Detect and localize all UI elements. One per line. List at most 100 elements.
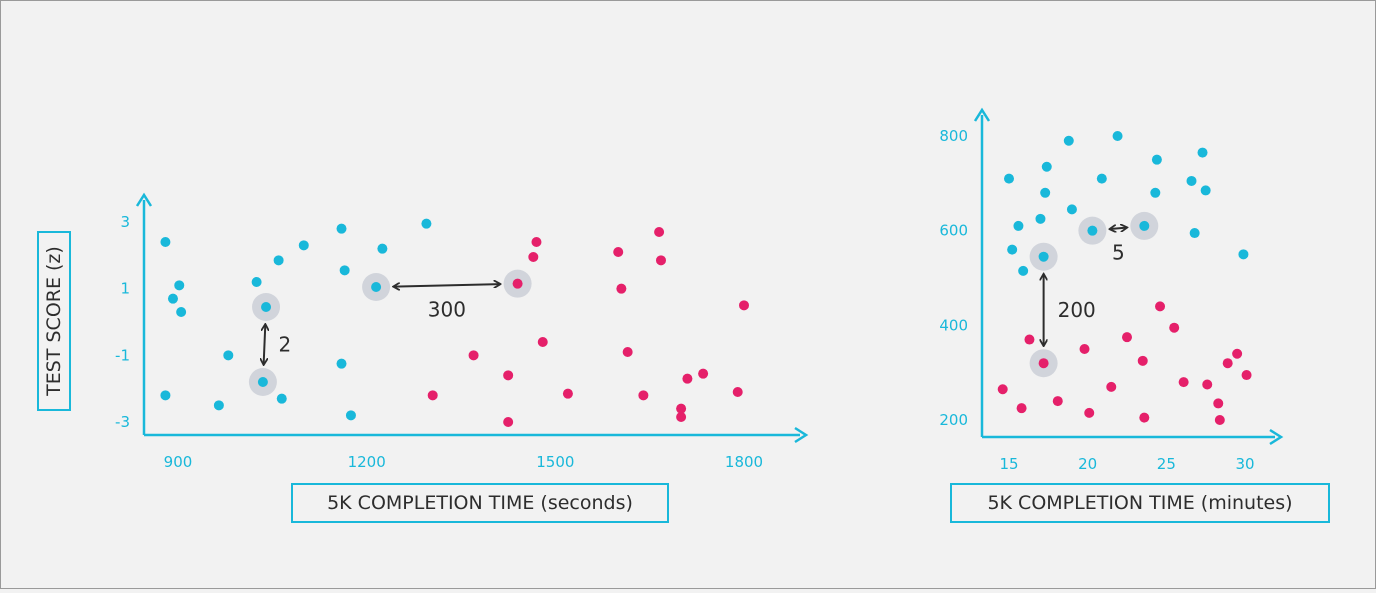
x-tick-label-left: 1200 bbox=[348, 453, 386, 471]
blue-point-right bbox=[1038, 251, 1049, 262]
blue-point-right bbox=[1139, 220, 1150, 231]
x-tick-label-left: 1500 bbox=[536, 453, 574, 471]
annotation-arrow-right bbox=[1110, 228, 1126, 229]
red-point-left bbox=[537, 337, 548, 347]
blue-point-left bbox=[160, 390, 171, 401]
annotation-arrow-left bbox=[394, 284, 500, 286]
blue-point-right bbox=[1087, 225, 1098, 236]
red-point-left bbox=[503, 370, 514, 381]
red-point-right bbox=[1139, 412, 1150, 423]
red-point-right bbox=[1084, 407, 1095, 418]
red-point-left bbox=[562, 388, 573, 399]
blue-point-right bbox=[1007, 244, 1018, 255]
blue-point-right bbox=[1150, 187, 1161, 198]
red-point-left bbox=[654, 227, 665, 237]
red-point-left bbox=[427, 390, 438, 401]
red-point-right bbox=[1106, 381, 1117, 392]
x-axis-label-right: 5K COMPLETION TIME (minutes) bbox=[987, 492, 1292, 514]
blue-point-right bbox=[1041, 161, 1052, 172]
blue-point-left bbox=[377, 243, 388, 254]
red-point-left bbox=[732, 387, 743, 397]
blue-point-left bbox=[223, 350, 234, 361]
x-tick-label-right: 25 bbox=[1157, 455, 1176, 473]
red-point-right bbox=[1222, 358, 1233, 369]
red-point-left bbox=[622, 347, 633, 357]
red-point-left bbox=[698, 368, 709, 379]
blue-point-right bbox=[1151, 154, 1162, 165]
blue-point-left bbox=[298, 240, 309, 251]
x-label-box-right bbox=[950, 483, 1330, 523]
blue-point-left bbox=[251, 277, 262, 287]
blue-point-left bbox=[421, 218, 432, 229]
blue-point-left bbox=[176, 307, 187, 317]
blue-point-left bbox=[257, 377, 268, 387]
blue-point-left bbox=[336, 358, 347, 369]
blue-point-right bbox=[1200, 185, 1211, 196]
annotations-left: 2 300 bbox=[264, 284, 500, 364]
blue-point-right bbox=[1238, 249, 1249, 260]
red-point-right bbox=[1214, 415, 1225, 425]
red-point-right bbox=[1178, 377, 1189, 388]
red-point-left bbox=[739, 300, 749, 311]
y-axis-arrow-right bbox=[973, 107, 991, 122]
x-tick-label-right: 15 bbox=[999, 455, 1018, 473]
red-point-left bbox=[676, 403, 687, 414]
x-tick-label-left: 1800 bbox=[725, 453, 763, 471]
red-point-right bbox=[1079, 344, 1090, 354]
red-point-left bbox=[531, 237, 542, 247]
blue-point-left bbox=[167, 293, 178, 304]
chart-left: 2 300 900 1200 1500 1800 3 1 -1 -3 TEST SCORE (… bbox=[37, 192, 809, 523]
red-point-left bbox=[468, 350, 479, 361]
red-point-left bbox=[655, 255, 666, 266]
x-tick-label-right: 20 bbox=[1078, 455, 1097, 473]
red-point-right bbox=[1024, 334, 1035, 345]
red-point-left bbox=[638, 390, 649, 401]
blue-point-right bbox=[1066, 204, 1077, 215]
x-axis-label-left: 5K COMPLETION TIME (seconds) bbox=[327, 492, 633, 514]
blue-point-left bbox=[371, 282, 382, 292]
y-ticks-right: 800 600 400 200 bbox=[939, 127, 968, 429]
y-axis-arrow-left bbox=[135, 192, 153, 207]
blue-point-left bbox=[336, 223, 347, 234]
x-ticks-left: 900 1200 1500 1800 bbox=[164, 453, 763, 471]
blue-point-right bbox=[1018, 265, 1029, 276]
red-point-right bbox=[1122, 332, 1132, 343]
highlight-rings-left bbox=[248, 269, 532, 396]
annotation-label-right: 5 bbox=[1112, 240, 1125, 264]
y-tick-label-left: -3 bbox=[115, 413, 130, 431]
red-point-left bbox=[503, 417, 514, 427]
blue-point-left bbox=[213, 400, 224, 411]
blue-point-left bbox=[339, 265, 350, 276]
x-axis-arrow-right bbox=[1269, 428, 1284, 446]
points-left bbox=[160, 218, 749, 427]
red-point-left bbox=[676, 412, 687, 422]
red-point-right bbox=[1232, 348, 1243, 359]
blue-point-right bbox=[1040, 187, 1051, 198]
blue-point-right bbox=[1112, 131, 1123, 141]
red-point-left bbox=[512, 278, 523, 289]
red-point-left bbox=[682, 373, 693, 384]
blue-point-right bbox=[1189, 228, 1200, 239]
red-point-right bbox=[1038, 358, 1049, 369]
blue-point-right bbox=[1197, 147, 1208, 158]
x-ticks-right: 15 20 25 30 bbox=[999, 455, 1254, 473]
y-tick-label-right: 400 bbox=[939, 316, 968, 334]
y-tick-label-right: 600 bbox=[939, 222, 968, 240]
blue-point-left bbox=[261, 302, 272, 312]
y-tick-label-left: 1 bbox=[120, 280, 130, 298]
annotation-label-right: 200 bbox=[1058, 298, 1096, 322]
x-label-box-left bbox=[291, 483, 669, 523]
blue-point-left bbox=[345, 410, 356, 421]
blue-point-right bbox=[1096, 173, 1107, 184]
red-point-left bbox=[616, 283, 627, 294]
red-point-right bbox=[1202, 379, 1213, 390]
x-tick-label-left: 900 bbox=[164, 453, 193, 471]
red-point-left bbox=[613, 247, 624, 257]
blue-point-left bbox=[273, 255, 284, 266]
y-tick-label-left: 3 bbox=[120, 213, 130, 231]
blue-point-left bbox=[174, 280, 185, 291]
